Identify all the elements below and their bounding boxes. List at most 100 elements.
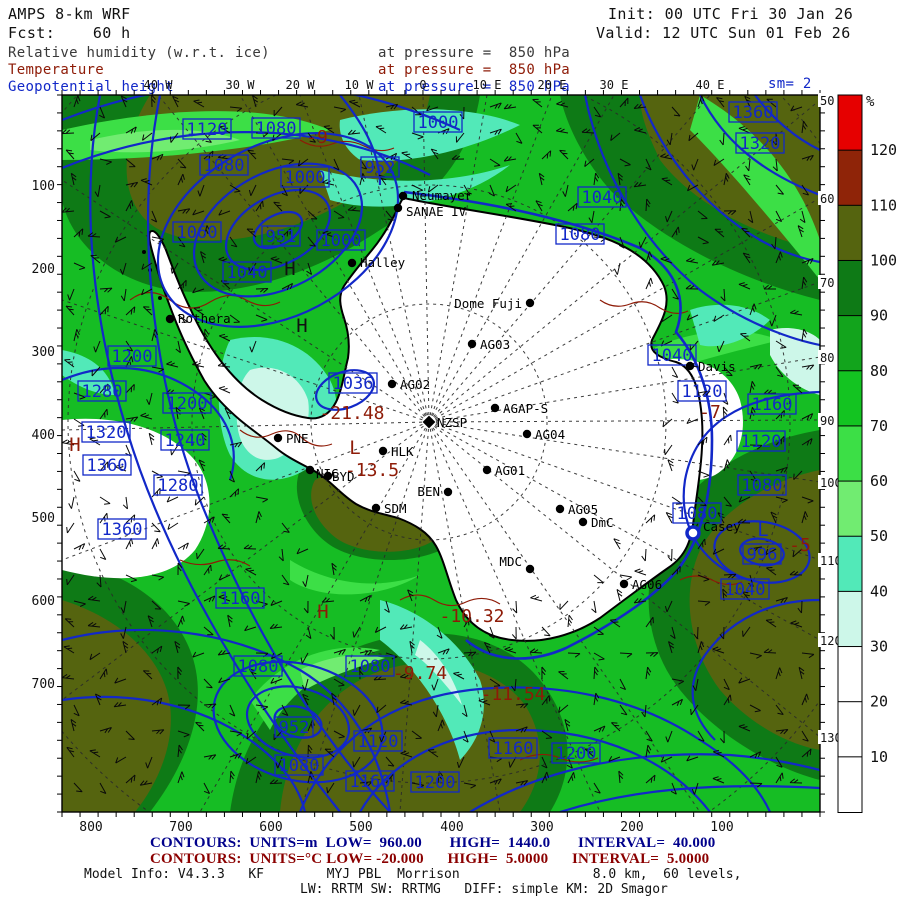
wind-barb <box>559 600 569 611</box>
wind-barb <box>645 198 651 212</box>
wind-barb <box>671 392 679 404</box>
wind-barb <box>125 181 139 188</box>
wind-barb <box>270 677 283 684</box>
contour-label-value: 1280 <box>82 382 123 402</box>
wind-barb <box>248 184 257 197</box>
wind-barb <box>255 288 269 293</box>
wind-barb <box>295 101 309 108</box>
temperature-contours <box>129 139 743 763</box>
wind-barb <box>765 548 777 556</box>
wind-barb <box>610 132 621 141</box>
contour-label-box <box>280 166 330 188</box>
y-axis-label: 500 <box>32 511 55 526</box>
contour-label-box <box>720 578 770 600</box>
wind-barb <box>749 546 763 552</box>
contour-label-value: 1060 <box>177 223 218 243</box>
wind-barb <box>99 782 107 794</box>
wind-barb <box>217 544 231 550</box>
contour-label-box <box>413 111 463 133</box>
wind-barb <box>192 287 205 294</box>
wind-barb <box>541 771 549 784</box>
wind-barb <box>349 99 361 108</box>
wind-barb <box>616 588 623 602</box>
station-marker <box>555 504 565 514</box>
wind-barb <box>693 626 699 640</box>
wind-barb <box>581 128 595 134</box>
contour-label-value: 1040 <box>725 580 766 600</box>
wind-barb <box>196 548 205 560</box>
wind-barb <box>409 640 415 654</box>
wind-barb <box>645 666 652 680</box>
wind-barb <box>203 754 217 760</box>
y-axis-label: 600 <box>32 594 55 609</box>
temperature-value-label: -13.5 <box>345 460 399 481</box>
wind-barb <box>665 210 673 223</box>
wind-barb <box>558 704 569 713</box>
wind-barb <box>719 730 725 744</box>
wind-barb <box>177 666 183 680</box>
wind-barb <box>177 279 187 290</box>
wind-barb <box>665 730 673 743</box>
wind-barb <box>719 626 725 640</box>
wind-barb <box>790 620 803 628</box>
colorbar-tick-label: 100 <box>870 251 897 269</box>
wind-barb <box>303 600 309 614</box>
latitude-circle <box>310 303 548 541</box>
wind-barb <box>73 600 86 607</box>
contour-label-boxes: 1120 1080 1080 1000 1000 952 1060 951 1000 1040 10… <box>77 101 797 793</box>
station-label: BEN <box>417 484 440 499</box>
wind-barb <box>229 752 242 759</box>
wind-barb <box>94 693 102 706</box>
wind-barb <box>73 228 84 238</box>
wind-barb <box>801 511 809 524</box>
wind-barb <box>619 678 627 691</box>
colorbar-swatch <box>837 756 863 813</box>
colorbar-swatch <box>837 425 863 483</box>
wind-barb <box>90 132 101 142</box>
wind-barb <box>141 262 153 270</box>
wind-barb <box>94 184 101 198</box>
wind-barb <box>119 262 127 275</box>
colorbar-tick-label: 110 <box>870 196 897 214</box>
wind-barb <box>281 704 289 716</box>
wind-barb <box>738 496 751 503</box>
wind-barb <box>801 730 809 742</box>
wind-barb <box>297 158 309 167</box>
wind-barb <box>193 307 205 316</box>
model-title: AMPS 8-km WRF <box>8 5 131 23</box>
wind-barb <box>716 340 725 353</box>
station-marker <box>393 203 403 213</box>
wind-barb <box>671 678 685 685</box>
wind-barb <box>125 574 138 583</box>
contour-label-box <box>172 221 222 243</box>
low-center-symbol: L <box>757 519 768 541</box>
wind-barb <box>664 600 673 613</box>
wind-barb <box>775 184 784 195</box>
wind-barb <box>691 158 699 171</box>
wind-barb <box>719 132 725 146</box>
colorbar-unit-label: % <box>866 94 875 110</box>
wind-barb <box>789 570 803 576</box>
contour-label-value: 1280 <box>158 476 199 496</box>
wind-barb <box>203 595 216 603</box>
wind-barb <box>120 600 127 614</box>
contour-label-value: 1160 <box>350 772 391 792</box>
wind-barb <box>478 698 491 706</box>
wind-barb <box>99 461 109 472</box>
wind-barb <box>797 225 804 238</box>
wind-barb <box>645 774 656 784</box>
wind-barb <box>307 771 314 784</box>
wind-barb <box>801 438 813 446</box>
colorbar-tick-label: 70 <box>870 417 888 435</box>
meridian-line <box>428 421 701 812</box>
meridian-line <box>62 421 430 431</box>
wind-barb <box>228 470 235 483</box>
wind-barb <box>87 232 101 238</box>
wind-barb <box>90 254 101 264</box>
wind-barb <box>73 262 86 270</box>
wind-barb <box>775 597 788 604</box>
wind-barb <box>359 173 366 186</box>
station-label: Casey <box>703 519 741 534</box>
wind-barb <box>307 132 316 143</box>
wind-barb <box>775 366 784 378</box>
